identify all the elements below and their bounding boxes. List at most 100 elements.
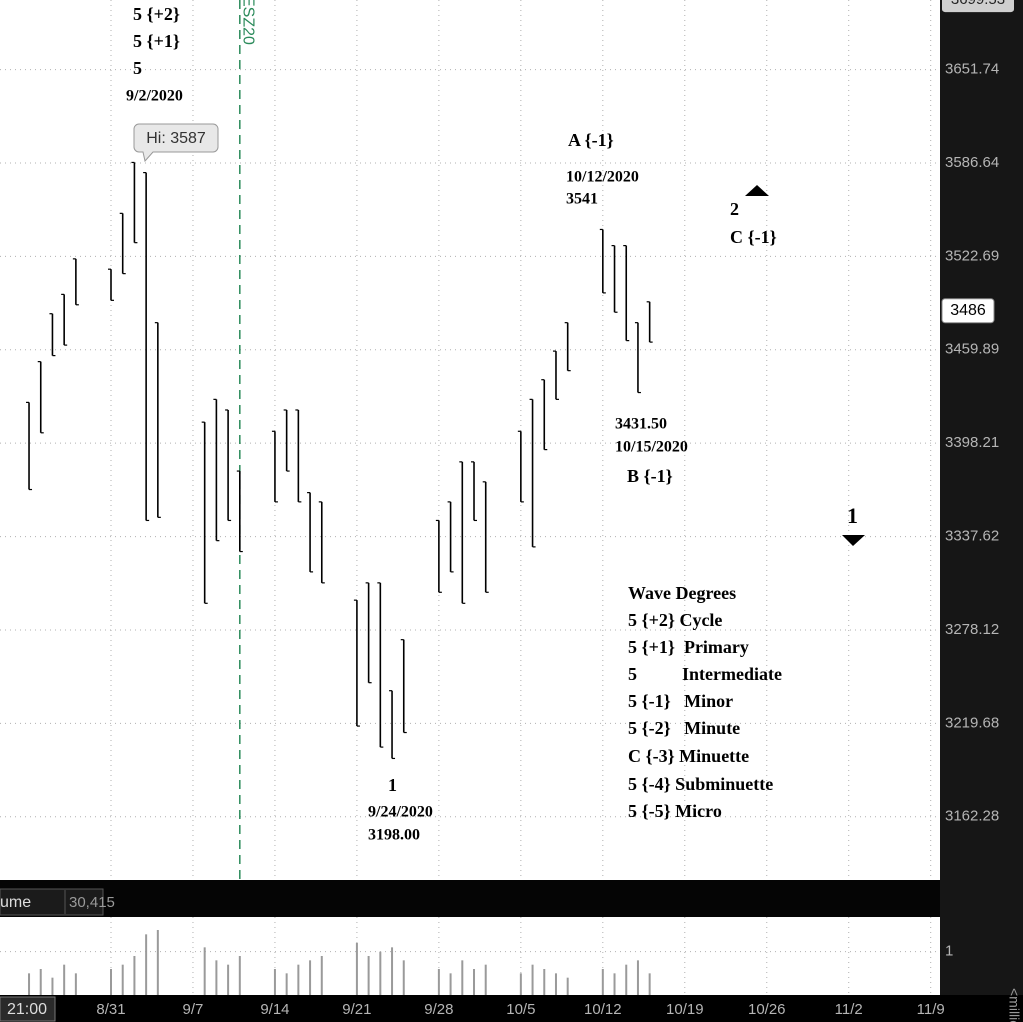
expiry-label: ESZ20: [240, 0, 257, 45]
volume-label-box: [0, 888, 104, 916]
x-tick-label: 9/7: [183, 1001, 204, 1018]
annotation: 2: [730, 199, 739, 219]
volume-label: ume: [0, 894, 31, 911]
y-tick-label: 3522.69: [945, 247, 999, 264]
legend-item: C {-3} Minuette: [628, 746, 749, 766]
callout-text: Hi: 3587: [146, 130, 206, 147]
x-tick-label: 9/14: [260, 1001, 289, 1018]
volume-bar: [449, 973, 452, 995]
y-tick-label: 3651.74: [945, 61, 999, 78]
y-tick-label: 3219.68: [945, 714, 999, 731]
legend: Wave Degrees 5 {+2} Cycle 5 {+1} Primary…: [628, 583, 782, 821]
volume-bar: [601, 969, 604, 995]
up-arrow: [745, 185, 769, 196]
volume-bar: [309, 960, 312, 995]
volume-bar: [145, 934, 148, 995]
volume-bar: [554, 973, 557, 995]
annotation: 5 {+2}: [133, 4, 180, 24]
y-tick-label: 3162.28: [945, 808, 999, 825]
volume-bar: [625, 964, 628, 995]
volume-bar: [28, 973, 31, 995]
annotation: 3541: [566, 191, 598, 208]
volume-bar: [648, 973, 651, 995]
volume-bar: [391, 947, 394, 995]
x-tick-label: 10/26: [748, 1001, 786, 1018]
legend-item: 5 {+1} Primary: [628, 637, 749, 657]
volume-bar: [473, 969, 476, 995]
last-price-label: 3486: [950, 302, 986, 319]
top-price-label: 3699.53: [951, 0, 1005, 8]
annotation: B {-1}: [627, 466, 673, 486]
time-label-box: [0, 996, 56, 1022]
down-arrow: [842, 535, 865, 546]
volume-bar: [39, 969, 42, 995]
callout-box: [133, 123, 219, 163]
legend-item: 5 {-5} Micro: [628, 801, 722, 821]
last-price-box: [941, 298, 995, 324]
annotation: 5 {+1}: [133, 31, 180, 51]
annotation: 1: [847, 503, 858, 528]
volume-bar: [379, 951, 382, 995]
annotation: A {-1}: [568, 130, 614, 150]
annotation: 3431.50: [615, 416, 667, 433]
volume-bar: [437, 969, 440, 995]
volume-bar: [273, 969, 276, 995]
volume-bar: [613, 973, 616, 995]
legend-item: 5 {-4} Subminuette: [628, 774, 773, 794]
volume-bar: [566, 977, 569, 995]
x-tick-label: 8/31: [96, 1001, 125, 1018]
volume-bar: [156, 930, 159, 995]
annotation: 1: [388, 775, 397, 795]
annotation: C {-1}: [730, 227, 777, 247]
volume-axis-label: <millio: [1006, 988, 1022, 1022]
top-price-box: [942, 0, 1014, 13]
volume-last: 30,415: [69, 894, 115, 911]
x-tick-label: 10/5: [506, 1001, 535, 1018]
volume-bar: [227, 964, 230, 995]
legend-item: 5 {-1} Minor: [628, 691, 733, 711]
volume-bar: [51, 977, 54, 995]
price-axis-panel: [940, 0, 1023, 1022]
callout: Hi: 3587: [133, 123, 219, 163]
volume-bar: [215, 960, 218, 995]
volume-bar: [636, 960, 639, 995]
annotations: 5 {+2} 5 {+1} 5 9/2/2020 A {-1} 10/12/20…: [126, 4, 865, 844]
volume-bar: [285, 973, 288, 995]
annotation: 5: [133, 58, 142, 78]
annotation: 10/12/2020: [566, 169, 639, 186]
volume-bar: [320, 956, 323, 995]
volume-header: [0, 880, 940, 917]
annotation: 9/2/2020: [126, 88, 183, 105]
time-axis-panel: [0, 995, 1023, 1022]
volume-bar: [297, 964, 300, 995]
legend-title: Wave Degrees: [628, 583, 736, 603]
volume-bar: [355, 943, 358, 995]
x-tick-label: 10/19: [666, 1001, 704, 1018]
volume-bar: [121, 964, 124, 995]
volume-panel: [0, 917, 940, 995]
x-tick-label: 9/21: [342, 1001, 371, 1018]
annotation: 3198.00: [368, 827, 420, 844]
volume-bar: [63, 964, 66, 995]
volume-bar: [531, 964, 534, 995]
volume-bar: [484, 964, 487, 995]
volume-bar: [367, 956, 370, 995]
volume-bar: [519, 973, 522, 995]
volume-bar: [110, 969, 112, 995]
x-tick-label: 10/12: [584, 1001, 622, 1018]
annotation: 10/15/2020: [615, 439, 688, 456]
volume-bar: [543, 969, 546, 995]
legend-item: 5 Intermediate: [628, 664, 782, 684]
x-tick-label: 9/28: [424, 1001, 453, 1018]
volume-bar: [74, 973, 77, 995]
y-tick-label: 3398.21: [945, 434, 999, 451]
y-tick-label: 3459.89: [945, 341, 999, 358]
volume-bar: [203, 947, 206, 995]
x-tick-label: 11/2: [835, 1001, 863, 1018]
x-tick-label: 11/9: [917, 1001, 945, 1018]
legend-item: 5 {+2} Cycle: [628, 610, 722, 630]
legend-item: 5 {-2} Minute: [628, 718, 740, 738]
y-tick-label: 3586.64: [945, 154, 999, 171]
volume-bar: [238, 956, 241, 995]
